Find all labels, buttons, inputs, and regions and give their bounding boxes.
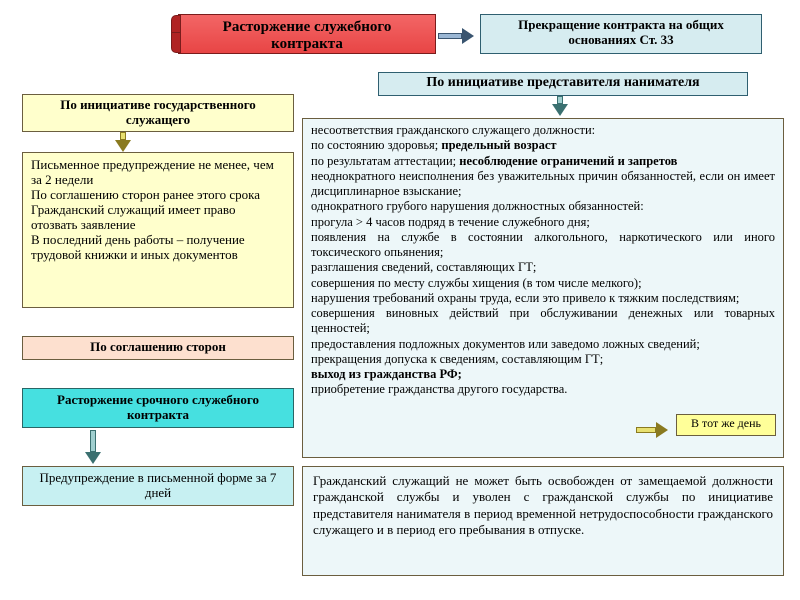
protection-note: Гражданский служащий не может быть освоб… [302, 466, 784, 576]
mutual-agreement: По соглашению сторон [22, 336, 294, 360]
arrow-to-st33 [438, 28, 478, 44]
employee-header: По инициативе государственного служащего [22, 94, 294, 132]
top-right-box: Прекращение контракта на общих основания… [480, 14, 762, 54]
employee-body: Письменное предупреждение не менее, чем … [22, 152, 294, 308]
warn-7-days: Предупреждение в письменной форме за 7 д… [22, 466, 294, 506]
urgent-contract: Расторжение срочного служебного контракт… [22, 388, 294, 428]
employer-reasons-list: несоответствия гражданского служащего до… [302, 118, 784, 458]
same-day-note: В тот же день [676, 414, 776, 436]
arrow-same-day [636, 422, 672, 438]
employer-header: По инициативе представителя нанимателя [378, 72, 748, 96]
main-title: Расторжение служебного контракта [178, 14, 436, 54]
